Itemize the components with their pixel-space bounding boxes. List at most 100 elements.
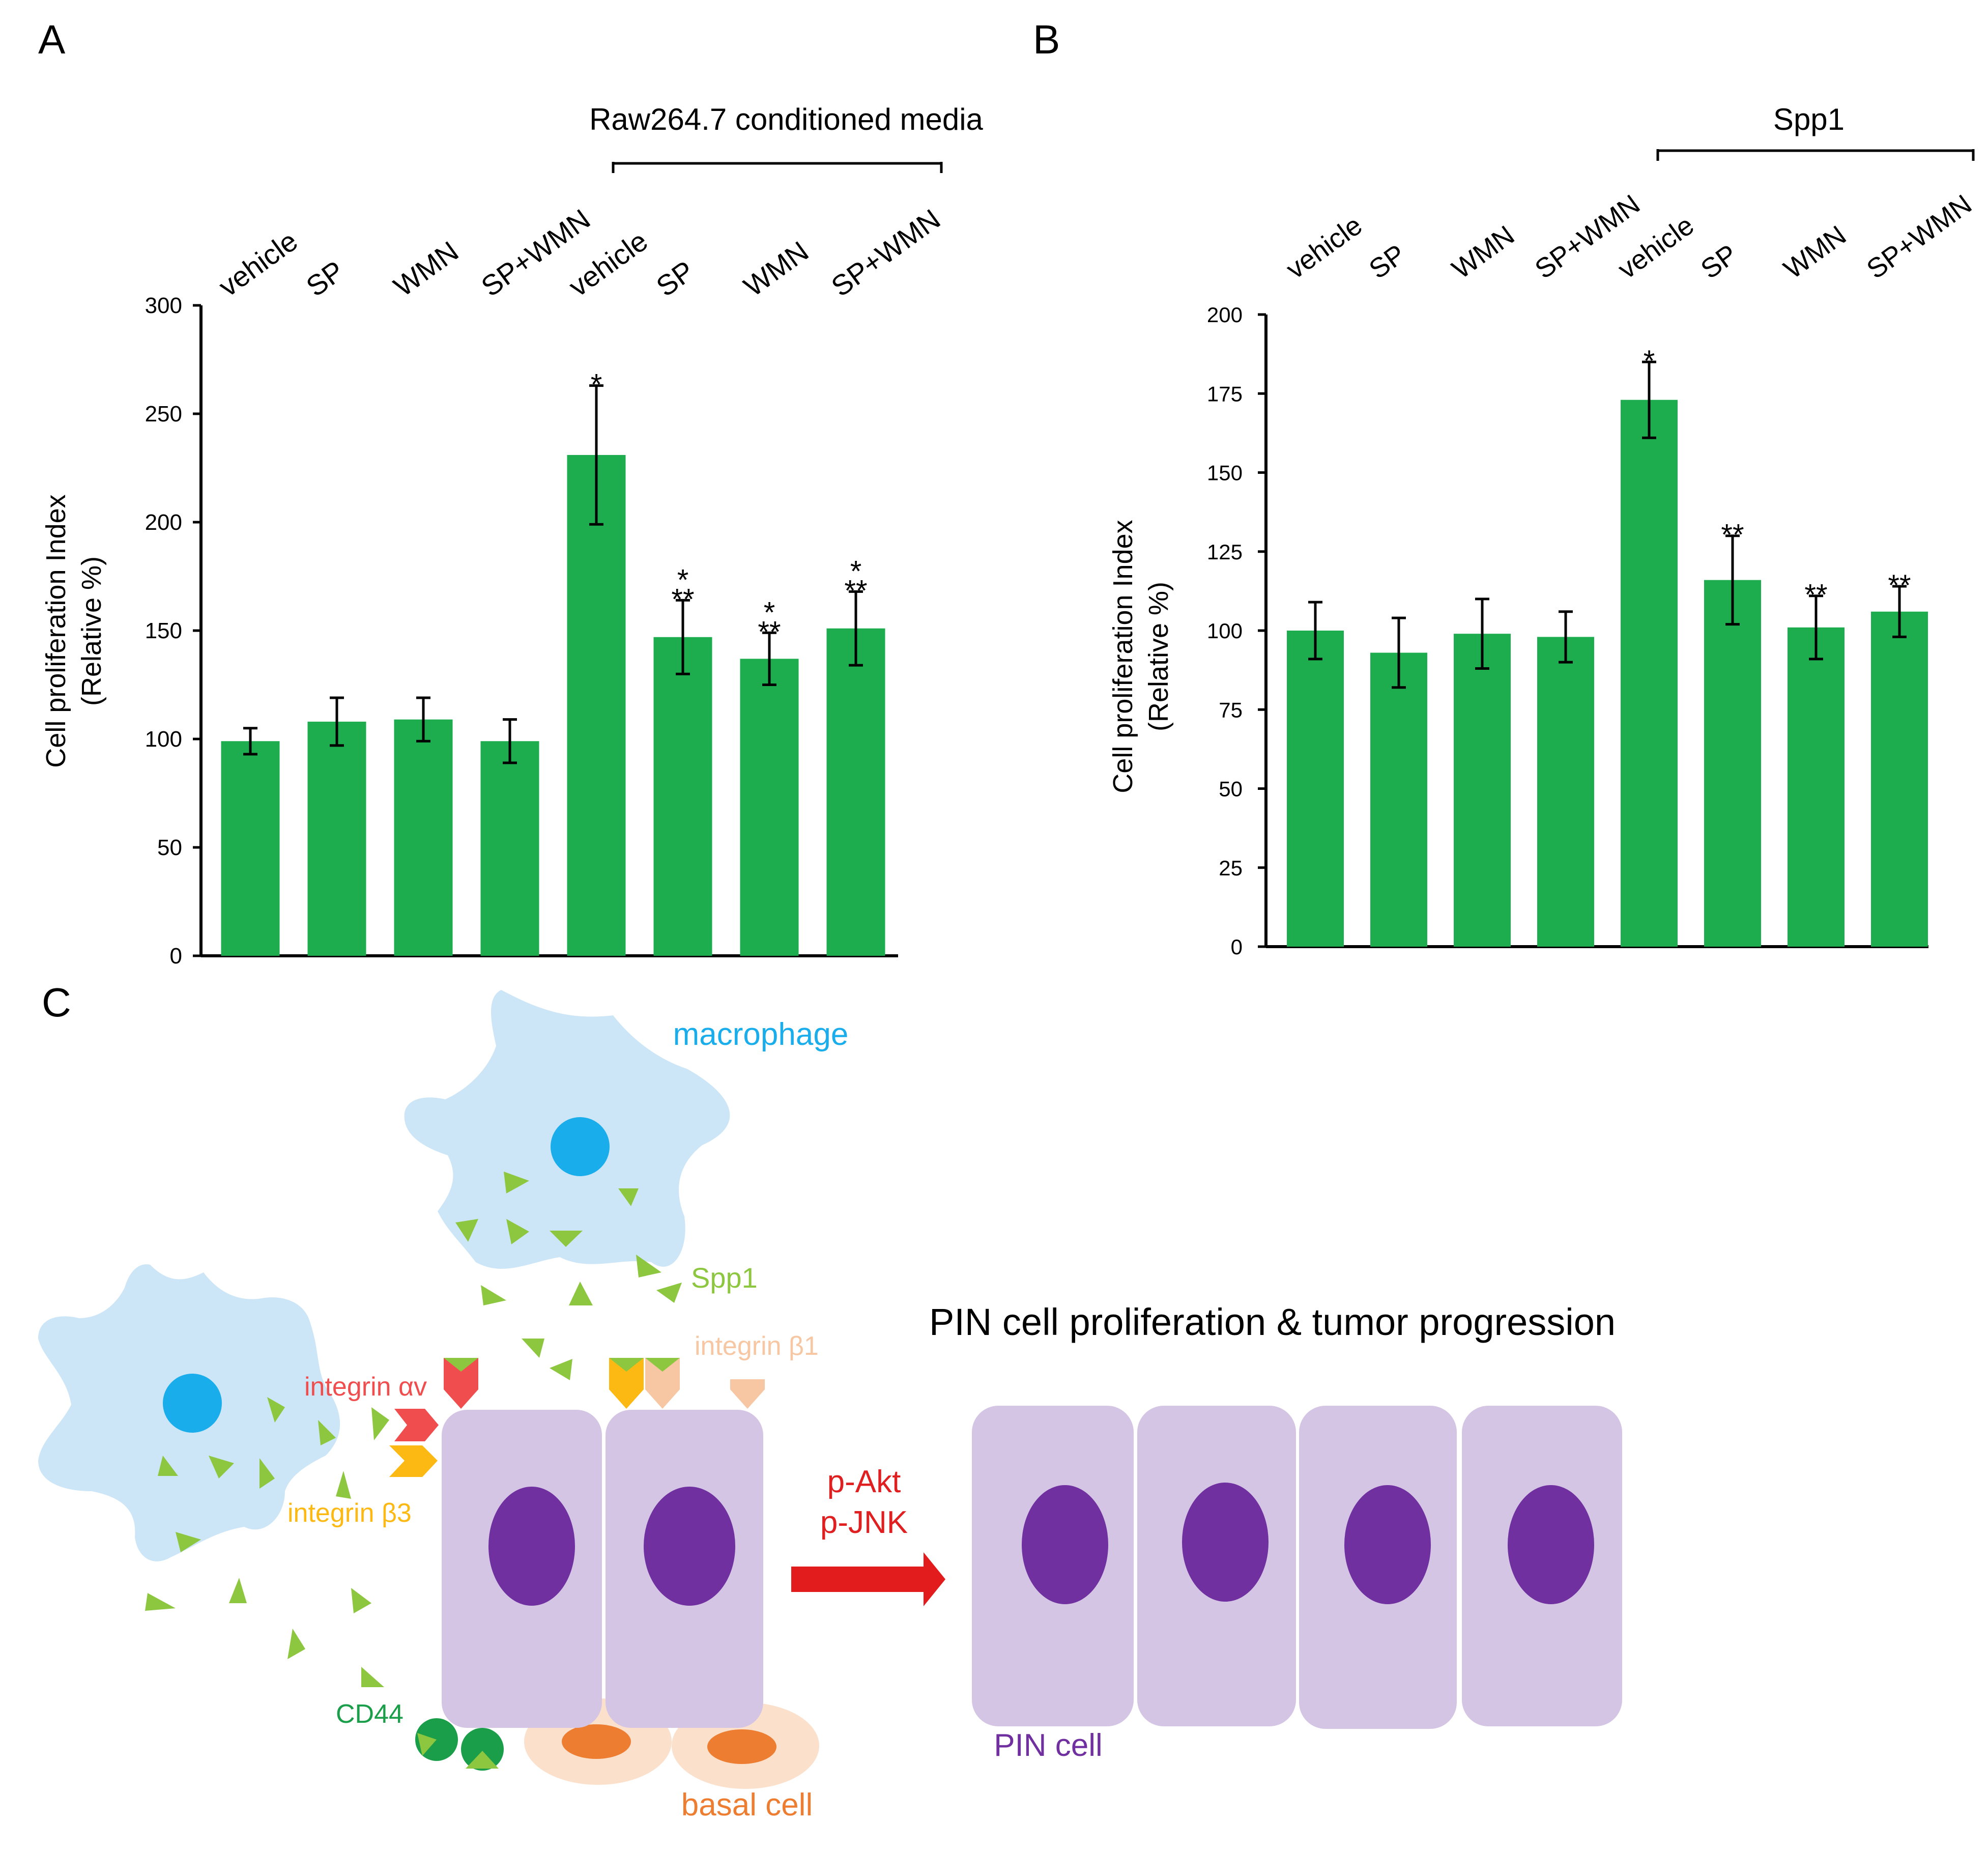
chart-a: Cell proliferation Index (Relative %) Ra… [41,102,984,969]
cd44-receptor [461,1728,504,1771]
chart-a-significance-label: * [591,368,602,402]
macrophage-top-nucleus [551,1117,610,1176]
chart-a-bar [740,659,799,956]
chart-a-category-label: WMN [388,235,464,302]
spp1-triangle [145,1593,176,1611]
chart-b-bar [1621,400,1678,947]
spp1-triangle [656,1283,682,1303]
chart-a-bar [653,637,712,956]
spp1-triangle [287,1629,305,1659]
chart-b-bar [1788,627,1845,947]
spp1-triangle [522,1339,544,1358]
chart-a-ylabel: Cell proliferation Index [41,494,71,767]
chart-b-category-label: vehicle [1281,210,1368,285]
chart-b-bar [1537,637,1594,947]
spp1-triangle [506,1219,529,1244]
spp1-triangle [550,1359,572,1380]
chart-b-y-tick-label: 125 [1207,540,1243,564]
integrin-b3-receptor [609,1358,644,1409]
panel-a-letter: A [38,17,66,62]
basal-cell-label: basal cell [681,1787,813,1823]
spp1-triangle [176,1532,201,1552]
chart-b-category-label: SP+WMN [1861,189,1977,285]
spp1-triangle [260,1458,275,1489]
chart-a-bar [307,721,366,956]
chart-b-bar [1370,652,1427,947]
chart-b-bar [1454,634,1511,947]
spp1-triangle [371,1407,389,1440]
spp1-triangle [336,1471,351,1499]
spp1-molecules [145,1172,682,1687]
panel-c-letter: C [42,980,71,1025]
spp1-label: Spp1 [691,1262,758,1294]
chart-b-group-label: Spp1 [1773,102,1845,136]
chart-b-y-tick-label: 0 [1231,935,1243,959]
chart-a-group-label: Raw264.7 conditioned media [589,102,983,136]
integrin-av-label: integrin αv [304,1372,427,1402]
spp1-bound-cd44 [466,1751,499,1769]
spp1-triangle [481,1285,506,1305]
spp1-bound-b1 [645,1358,680,1372]
integrin-av-receptor [444,1358,478,1409]
chart-a-bar [826,628,885,956]
spp1-triangle [267,1397,285,1423]
chart-b-category-label: WMN [1447,220,1520,285]
spp1-triangle [504,1172,529,1193]
chart-a-significance-label: * ** [758,596,781,648]
chart-a-y-tick-label: 50 [157,835,182,860]
chart-b-ylabel2: (Relative %) [1143,582,1174,731]
chart-a-ylabel2: (Relative %) [76,556,107,706]
chart-b-y-tick-label: 150 [1207,461,1243,485]
chart-a-category-label: SP [300,254,350,303]
spp1-triangle [229,1578,247,1603]
basal-cell-nucleus [707,1729,776,1764]
chart-b-significance-label: * [1644,345,1655,378]
macrophage-label: macrophage [673,1017,849,1052]
chart-a-y-tick-label: 300 [145,293,182,318]
chart-b-category-label: SP [1695,239,1743,285]
spp1-triangle [209,1456,234,1478]
proliferation-arrow [791,1552,945,1606]
spp1-triangle [618,1188,639,1206]
pin-cell-label: PIN cell [994,1728,1103,1763]
chart-a-y-tick-label: 0 [170,944,182,969]
cd44-label: CD44 [336,1699,404,1729]
integrin-b1-label: integrin β1 [695,1331,819,1361]
chart-b-category-label: WMN [1778,220,1852,285]
chart-b-bar [1704,580,1761,947]
spp1-bound-b3 [609,1358,644,1372]
integrin-av-side [394,1409,439,1441]
chart-a-y-tick-label: 200 [145,510,182,535]
spp1-triangle [361,1667,384,1687]
chart-a-bar [394,719,453,956]
signal-2-label: p-JNK [820,1505,908,1540]
pin-cell-nucleus [644,1487,735,1606]
chart-a-category-label: WMN [738,235,814,302]
macrophage-left-nucleus [163,1374,222,1433]
pin-cell-nucleus [1022,1485,1108,1604]
spp1-triangle [351,1588,371,1613]
chart-b-y-tick-label: 50 [1219,777,1243,801]
chart-a-category-label: vehicle [213,224,303,302]
chart-a-bar [567,454,626,956]
spp1-triangle [569,1282,593,1305]
integrin-b1-receptor-free [730,1379,765,1409]
spp1-bound-av [444,1358,478,1372]
chart-b: Cell proliferation Index (Relative %) Sp… [1108,102,1977,959]
chart-a-category-label: SP [650,254,700,303]
pin-cell-nucleus [1508,1485,1594,1604]
chart-a-y-tick-label: 250 [145,402,182,426]
chart-a-category-label: SP+WMN [825,203,946,302]
chart-a-y-tick-label: 150 [145,618,182,643]
chart-b-significance-label: ** [1888,569,1911,602]
chart-b-significance-label: ** [1721,519,1744,552]
chart-b-y-tick-label: 75 [1219,698,1243,722]
integrin-b1-receptor [645,1358,680,1409]
chart-b-y-tick-label: 25 [1219,856,1243,880]
chart-b-bar [1287,631,1344,947]
spp1-bound-cd44 [417,1733,437,1756]
chart-b-ylabel: Cell proliferation Index [1108,520,1138,793]
mechanism-diagram: macrophage [38,990,1622,1823]
chart-a-significance-label: * ** [671,563,694,616]
